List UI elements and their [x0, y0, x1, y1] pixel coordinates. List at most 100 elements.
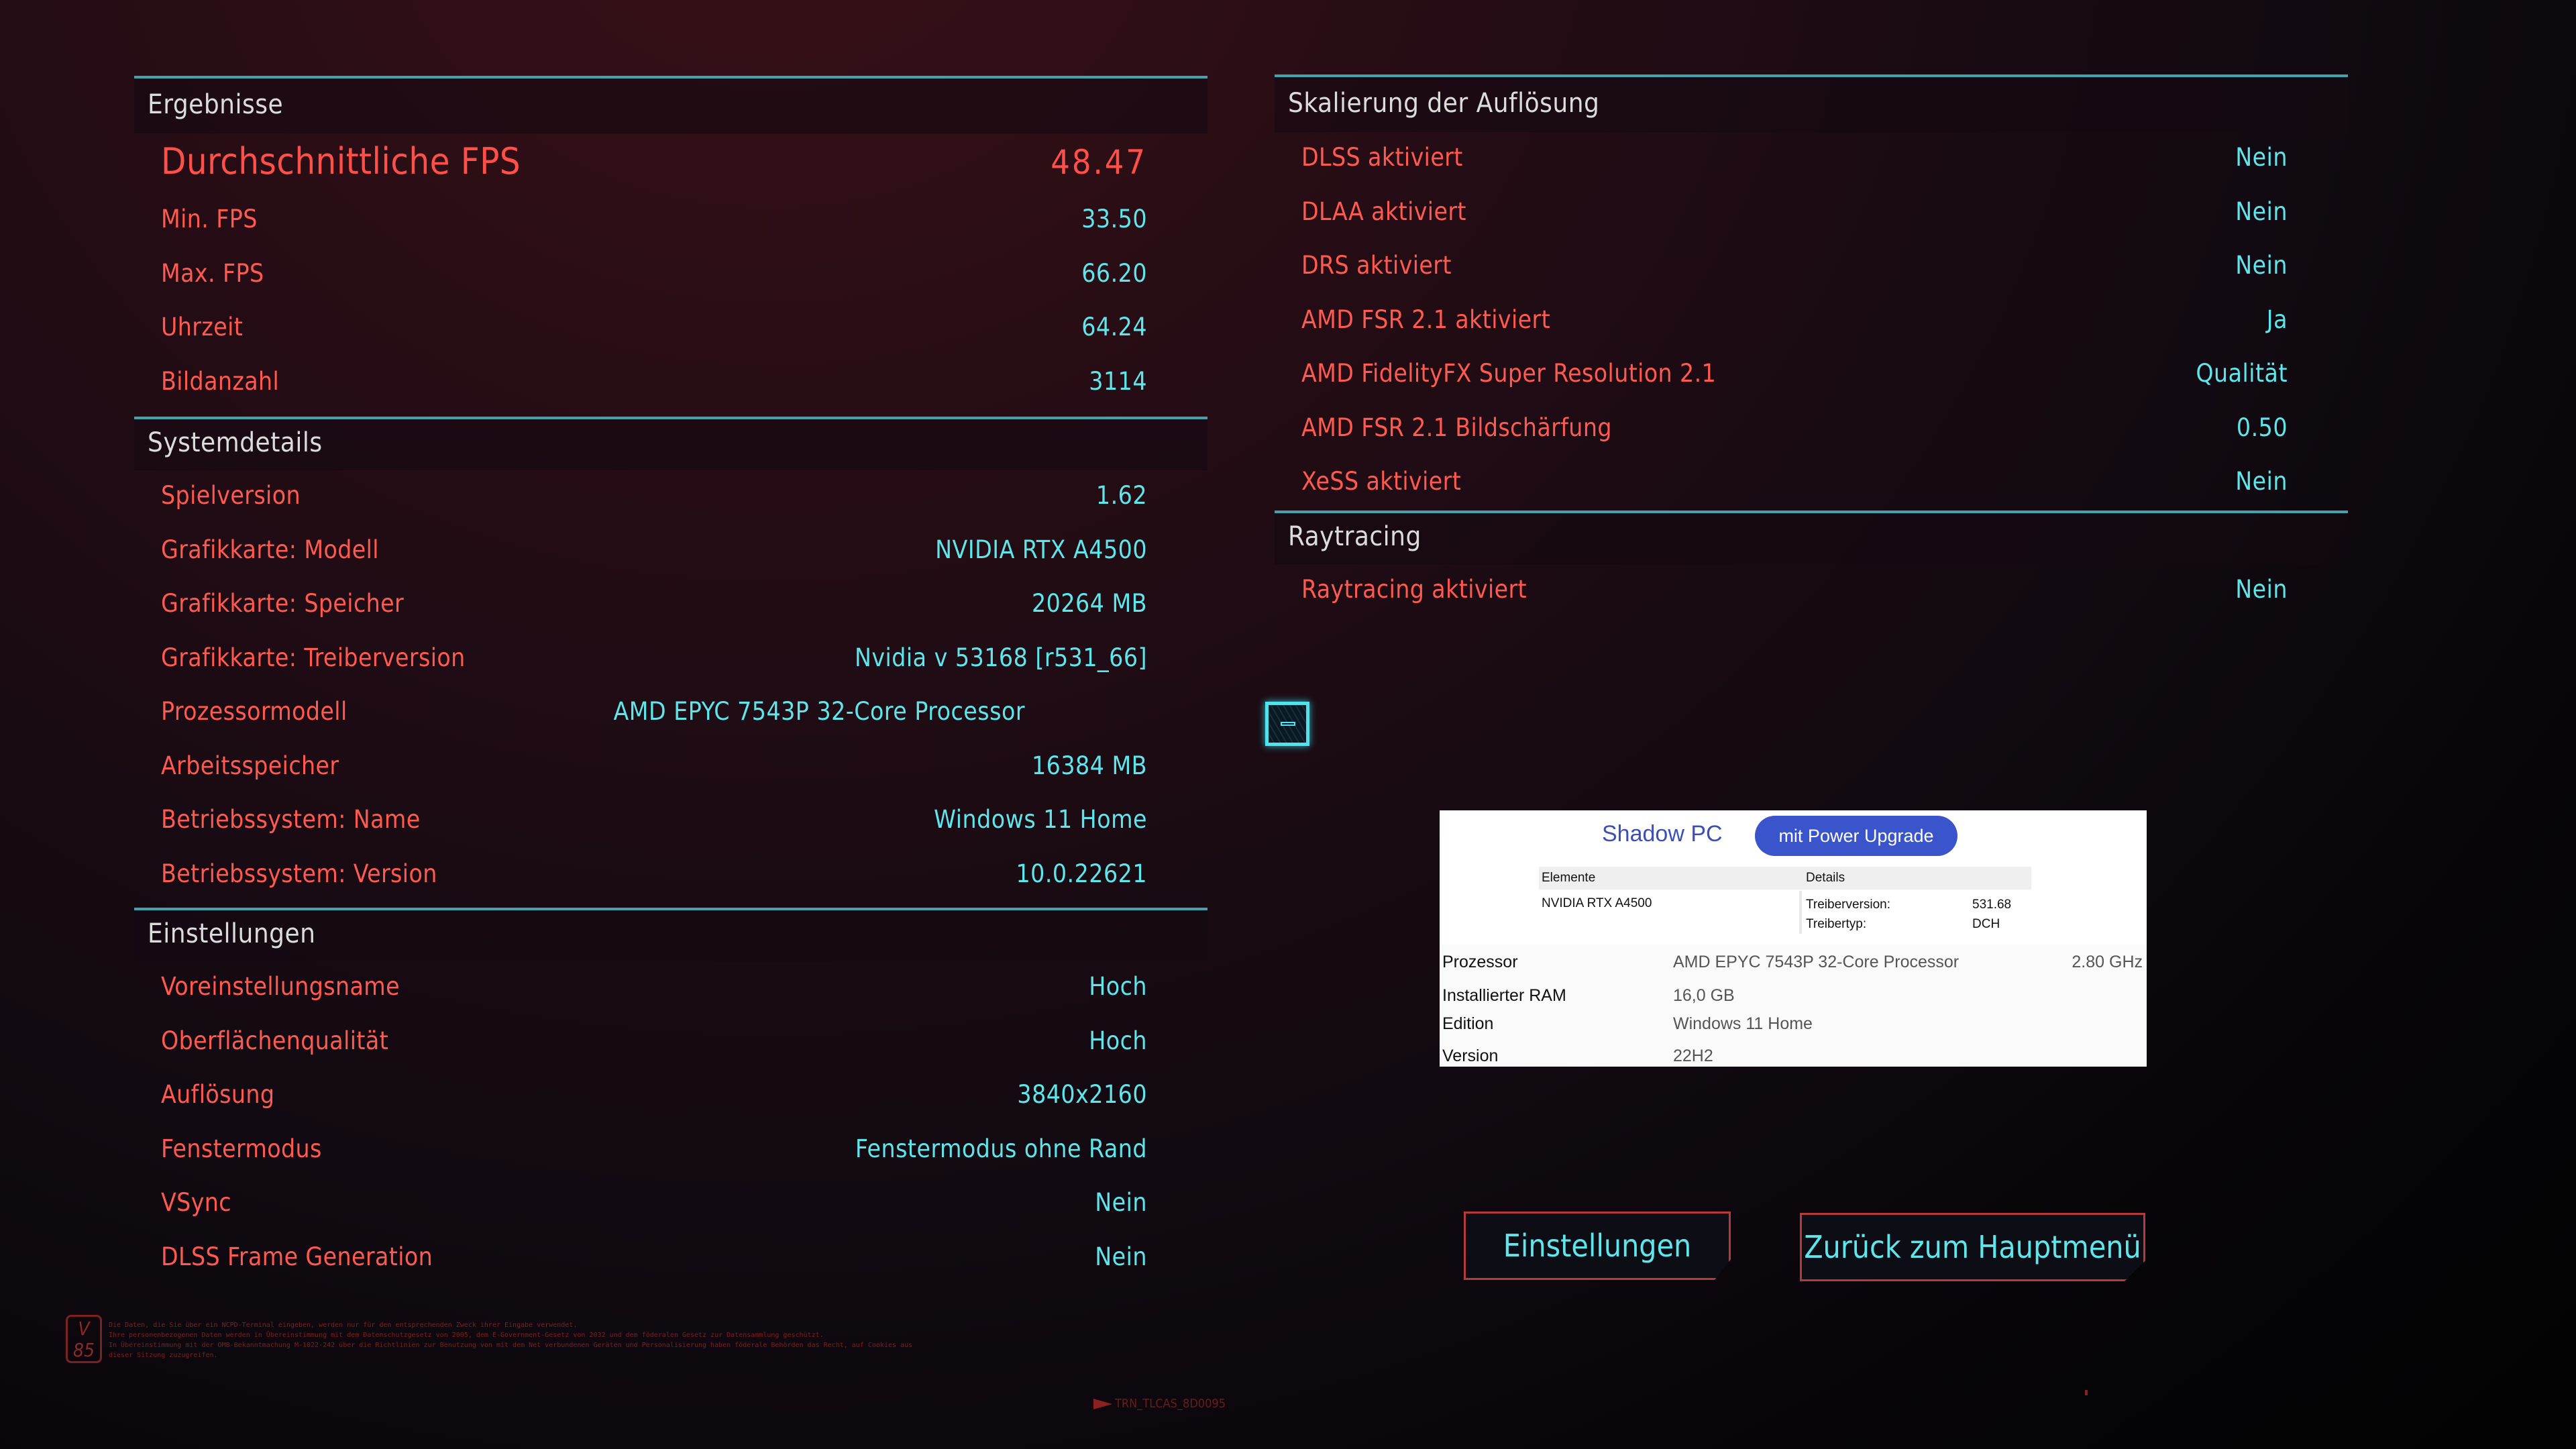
- driver-type-label: Treibertyp:: [1806, 917, 1867, 931]
- row-label: AMD FidelityFX Super Resolution 2.1: [1301, 359, 1717, 388]
- left-panel: Ergebnisse Durchschnittliche FPS 48.47 M…: [134, 76, 1208, 1285]
- result-row: Max. FPS 66.20: [134, 248, 1208, 303]
- row-label: Max. FPS: [161, 258, 264, 288]
- legal-line: Ihre personenbezogenen Daten werden in Ü…: [109, 1332, 824, 1339]
- session-code: TRN_TLCAS_8D0095: [1115, 1397, 1226, 1411]
- system-row: Arbeitsspeicher 16384 MB: [134, 741, 1208, 795]
- row-value: Fenstermodus ohne Rand: [855, 1134, 1147, 1163]
- row-label: Grafikkarte: Treiberversion: [161, 643, 466, 672]
- spec-label: Version: [1442, 1046, 1499, 1065]
- settings-row: Voreinstellungsname Hoch: [134, 961, 1208, 1016]
- settings-title: Einstellungen: [148, 918, 316, 949]
- row-label: Auflösung: [161, 1080, 275, 1109]
- row-label: Uhrzeit: [161, 313, 244, 341]
- row-label: Prozessormodell: [161, 697, 347, 726]
- system-row: Spielversion 1.62: [134, 470, 1208, 525]
- row-label: DLSS aktiviert: [1301, 143, 1463, 172]
- row-label: Min. FPS: [161, 205, 258, 233]
- settings-row: Fenstermodus Fenstermodus ohne Rand: [134, 1124, 1208, 1178]
- spec-label: Edition: [1442, 1014, 1494, 1033]
- system-header: Systemdetails: [134, 417, 1208, 470]
- row-value: 64.24: [1081, 313, 1147, 341]
- row-value: Nein: [1095, 1188, 1147, 1217]
- legal-text: Die Daten, die Sie über ein NCPD-Termina…: [109, 1320, 912, 1360]
- spec-label: Prozessor: [1442, 953, 1518, 971]
- back-to-main-menu-button[interactable]: Zurück zum Hauptmenü: [1800, 1213, 2145, 1281]
- row-value: 0.50: [2236, 413, 2288, 442]
- right-panel: Skalierung der Auflösung DLSS aktiviert N…: [1275, 74, 2348, 618]
- row-label: DRS aktiviert: [1301, 251, 1452, 280]
- row-label: DLSS Frame Generation: [161, 1242, 433, 1271]
- divider: [1799, 891, 1802, 934]
- avg-fps-value: 48.47: [1051, 143, 1147, 182]
- row-label: Arbeitsspeicher: [161, 751, 339, 780]
- row-value: 33.50: [1081, 205, 1147, 233]
- settings-row: VSync Nein: [134, 1177, 1208, 1232]
- system-row: Grafikkarte: Modell NVIDIA RTX A4500: [134, 525, 1208, 579]
- scaling-row: AMD FidelityFX Super Resolution 2.1 Quali…: [1275, 348, 2348, 402]
- row-label: Spielversion: [161, 481, 301, 510]
- system-row: Betriebssystem: Name Windows 11 Home: [134, 794, 1208, 849]
- row-value: 66.20: [1081, 258, 1147, 288]
- scaling-header: Skalierung der Auflösung: [1275, 74, 2348, 132]
- row-value: AMD EPYC 7543P 32-Core Processor: [613, 697, 1025, 726]
- scaling-row: DLAA aktiviert Nein: [1275, 186, 2348, 241]
- minus-icon: [1281, 722, 1295, 726]
- row-label: XeSS aktiviert: [1301, 467, 1462, 496]
- row-value: Hoch: [1089, 972, 1147, 1001]
- settings-row: Auflösung 3840x2160: [134, 1069, 1208, 1124]
- row-value: 3840x2160: [1017, 1080, 1147, 1109]
- raytracing-row: Raytracing aktiviert Nein: [1275, 564, 2348, 619]
- gpu-name: NVIDIA RTX A4500: [1542, 896, 1652, 910]
- system-title: Systemdetails: [148, 427, 323, 458]
- spec-value: 2.80 GHz: [2072, 953, 2143, 971]
- row-value: Nein: [2235, 143, 2288, 172]
- row-value: 16384 MB: [1032, 751, 1147, 780]
- driver-version-label: Treiberversion:: [1806, 898, 1891, 912]
- spec-value: AMD EPYC 7543P 32-Core Processor: [1673, 953, 1960, 971]
- column-header: Elemente: [1542, 871, 1596, 885]
- system-row: Prozessormodell AMD EPYC 7543P 32-Core Pr…: [134, 686, 1208, 741]
- row-value: Nein: [2235, 197, 2288, 226]
- row-value: Nein: [2235, 467, 2288, 496]
- settings-button[interactable]: Einstellungen: [1464, 1212, 1731, 1280]
- row-label: Fenstermodus: [161, 1134, 322, 1163]
- brand-label: Shadow PC: [1602, 821, 1723, 847]
- column-header: Details: [1806, 871, 1845, 885]
- row-label: VSync: [161, 1188, 231, 1217]
- row-value: Hoch: [1089, 1026, 1147, 1055]
- row-value: Ja: [2266, 305, 2288, 334]
- row-value: NVIDIA RTX A4500: [935, 535, 1147, 564]
- scaling-row: DLSS aktiviert Nein: [1275, 132, 2348, 186]
- row-label: Betriebssystem: Name: [161, 805, 421, 834]
- row-value: 1.62: [1095, 481, 1147, 510]
- scaling-row: AMD FSR 2.1 aktiviert Ja: [1275, 294, 2348, 349]
- scaling-row: DRS aktiviert Nein: [1275, 240, 2348, 294]
- results-header: Ergebnisse: [134, 76, 1208, 133]
- row-label: AMD FSR 2.1 aktiviert: [1301, 305, 1551, 334]
- power-upgrade-badge[interactable]: mit Power Upgrade: [1755, 816, 1957, 856]
- row-value: Nein: [1095, 1242, 1147, 1271]
- row-value: Windows 11 Home: [934, 805, 1147, 834]
- result-row: Uhrzeit 64.24: [134, 302, 1208, 356]
- driver-version: 531.68: [1972, 898, 2012, 912]
- row-label: AMD FSR 2.1 Bildschärfung: [1301, 413, 1612, 442]
- scaling-row: XeSS aktiviert Nein: [1275, 456, 2348, 511]
- checkbox[interactable]: [1265, 702, 1309, 746]
- settings-row: DLSS Frame Generation Nein: [134, 1232, 1208, 1286]
- play-arrow-icon: [1093, 1399, 1112, 1409]
- avg-fps-label: Durchschnittliche FPS: [161, 140, 521, 182]
- row-label: Grafikkarte: Speicher: [161, 589, 405, 618]
- v85-badge: V 85: [66, 1315, 102, 1363]
- system-info-image: Shadow PC mit Power Upgrade Elemente Det…: [1440, 810, 2147, 1067]
- scaling-row: AMD FSR 2.1 Bildschärfung 0.50: [1275, 402, 2348, 457]
- system-row: Grafikkarte: Speicher 20264 MB: [134, 578, 1208, 633]
- results-rows: Min. FPS 33.50 Max. FPS 66.20 Uhrzeit 64.24…: [134, 194, 1208, 410]
- table-header: Elemente Details: [1539, 867, 2031, 890]
- row-value: Qualität: [2196, 359, 2288, 388]
- result-row: Min. FPS 33.50: [134, 194, 1208, 248]
- settings-header: Einstellungen: [134, 908, 1208, 961]
- row-label: DLAA aktiviert: [1301, 197, 1466, 226]
- spec-value: 16,0 GB: [1673, 986, 1735, 1005]
- system-row: Betriebssystem: Version 10.0.22621: [134, 849, 1208, 903]
